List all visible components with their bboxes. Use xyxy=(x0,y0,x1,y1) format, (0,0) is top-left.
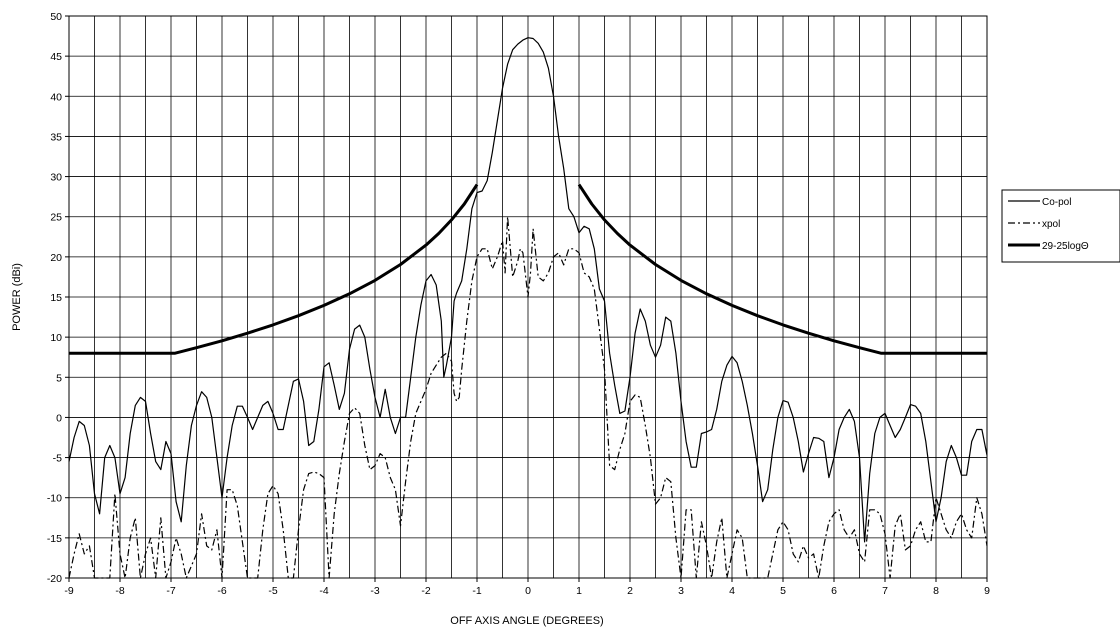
series-line-29-25log xyxy=(577,183,987,355)
y-tick-label: -20 xyxy=(47,573,62,585)
y-tick-labels: -20 -15 -10 -5 0 5 10 15 20 25 30 35 40 45 50 xyxy=(47,11,62,585)
y-tick-label: 0 xyxy=(56,412,62,424)
x-tick-label: 8 xyxy=(933,585,939,597)
y-tick-label: 5 xyxy=(56,372,62,384)
x-tick-label: -8 xyxy=(115,585,124,597)
x-tick-label: 1 xyxy=(576,585,582,597)
series-line-co-pol xyxy=(68,37,988,543)
x-tick-label: -4 xyxy=(319,585,328,597)
y-tick-label: 30 xyxy=(50,172,62,184)
x-tick-labels: -9 -8 -7 -6 -5 -4 -3 -2 -1 0 1 2 3 4 5 6 7 8 9 xyxy=(64,585,990,597)
x-tick-label: -7 xyxy=(166,585,175,597)
x-axis-title: OFF AXIS ANGLE (DEGREES) xyxy=(450,615,603,627)
x-tick-label: 7 xyxy=(882,585,888,597)
legend-label: xpol xyxy=(1042,219,1060,230)
y-tick-label: -5 xyxy=(53,453,62,465)
x-tick-label: -5 xyxy=(268,585,277,597)
y-tick-label: -10 xyxy=(47,493,62,505)
x-tick-label: -9 xyxy=(64,585,73,597)
x-tick-label: 9 xyxy=(984,585,990,597)
series-lines xyxy=(68,37,988,579)
y-tick-label: 40 xyxy=(50,91,62,103)
y-tick-label: -15 xyxy=(47,533,62,545)
y-tick-label: 20 xyxy=(50,252,62,264)
y-tick-label: 15 xyxy=(50,292,62,304)
legend-label: Co-pol xyxy=(1042,197,1071,208)
legend-box xyxy=(1001,189,1120,263)
y-tick-label: 45 xyxy=(50,51,62,63)
x-tick-label: -6 xyxy=(217,585,226,597)
x-tick-label: 3 xyxy=(678,585,684,597)
x-tick-label: -3 xyxy=(370,585,379,597)
series-line-xpol xyxy=(68,216,988,579)
x-tick-label: 0 xyxy=(525,585,531,597)
x-tick-label: -2 xyxy=(421,585,430,597)
y-tick-label: 35 xyxy=(50,131,62,143)
x-tick-label: -1 xyxy=(472,585,481,597)
series-line-29-25log xyxy=(69,183,479,355)
x-tick-label: 6 xyxy=(831,585,837,597)
y-tick-label: 25 xyxy=(50,212,62,224)
y-axis-title: POWER (dBi) xyxy=(11,263,23,331)
legend: Co-pol xpol 29-25logΘ xyxy=(1001,189,1120,263)
y-tick-label: 50 xyxy=(50,11,62,23)
x-tick-label: 5 xyxy=(780,585,786,597)
legend-label: 29-25logΘ xyxy=(1042,241,1089,252)
x-tick-label: 4 xyxy=(729,585,735,597)
y-tick-label: 10 xyxy=(50,332,62,344)
x-tick-label: 2 xyxy=(627,585,633,597)
axes xyxy=(65,15,988,582)
